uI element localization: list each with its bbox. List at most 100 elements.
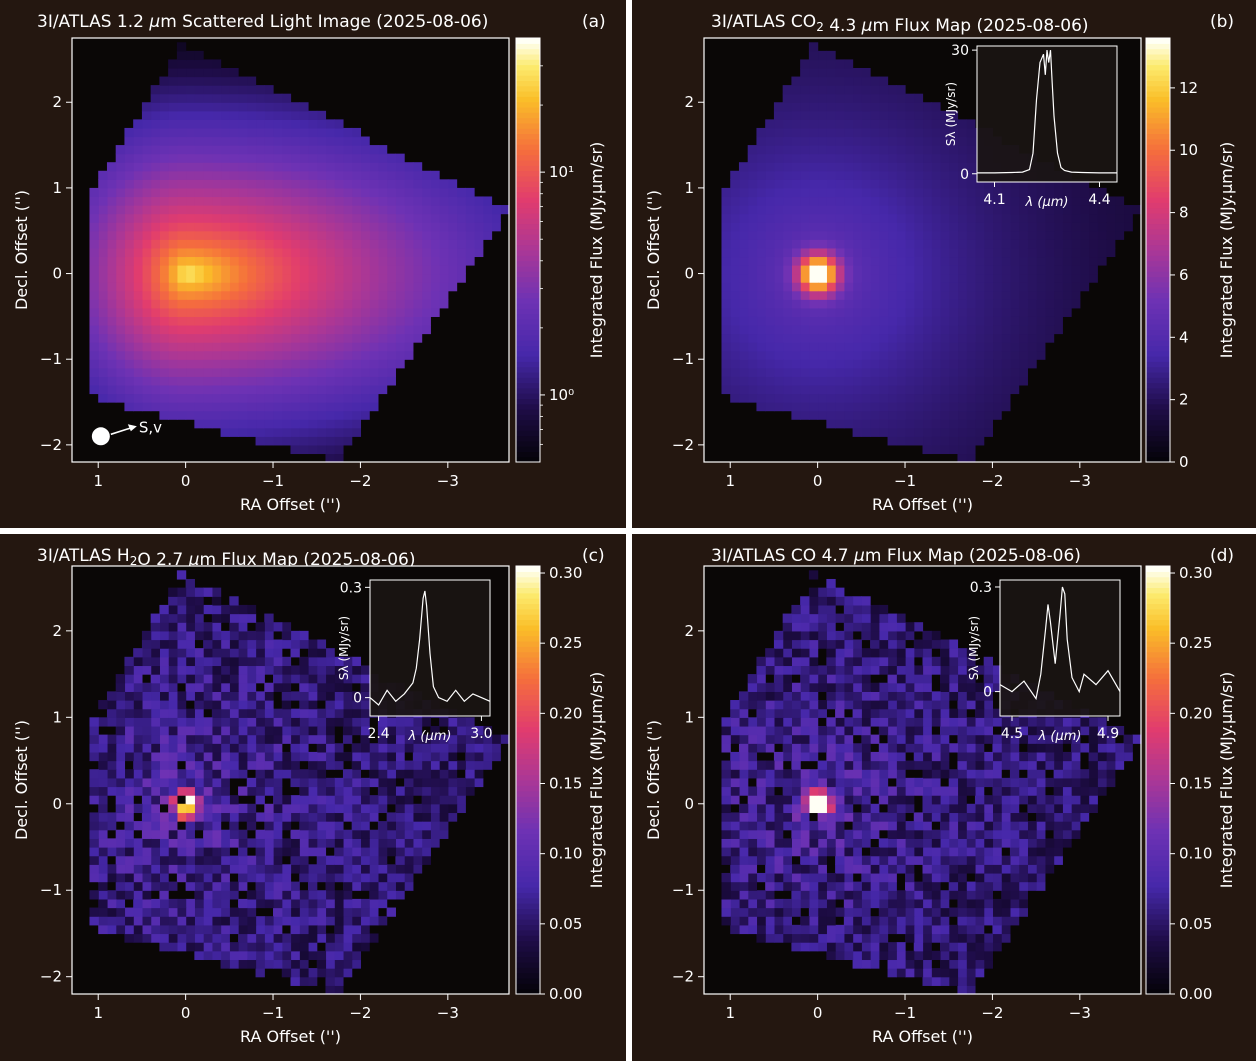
colorbar-segment (516, 721, 540, 728)
heatmap-cell (966, 419, 976, 429)
heatmap-cell (316, 110, 327, 120)
panel-label: (d) (1210, 546, 1234, 566)
heatmap-cell (334, 691, 344, 701)
heatmap-cell (773, 264, 784, 275)
heatmap-cell (316, 950, 327, 961)
heatmap-cell (255, 102, 265, 112)
heatmap-cell (817, 324, 827, 335)
heatmap-cell (176, 829, 187, 839)
heatmap-cell (203, 145, 213, 155)
heatmap-cell (273, 145, 283, 155)
heatmap-cell (325, 777, 335, 788)
heatmap-cell (386, 324, 396, 335)
heatmap-cell (404, 821, 414, 831)
heatmap-cell (299, 222, 309, 232)
heatmap-cell (1018, 751, 1028, 762)
heatmap-cell (395, 743, 405, 753)
heatmap-cell (922, 239, 932, 249)
heatmap-cell (922, 170, 932, 180)
heatmap-cell (255, 410, 265, 420)
heatmap-cell (878, 359, 889, 369)
heatmap-cell (185, 604, 195, 615)
colorbar-segment (516, 838, 540, 845)
heatmap-cell (843, 359, 854, 369)
heatmap-cell (369, 290, 379, 300)
heatmap-cell (115, 734, 126, 744)
heatmap-cell (264, 85, 274, 95)
heatmap-cell (299, 179, 309, 189)
heatmap-cell (255, 324, 265, 335)
heatmap-cell (948, 410, 959, 420)
colorbar-segment (516, 817, 540, 824)
heatmap-cell (106, 872, 117, 883)
heatmap-cell (931, 264, 941, 275)
heatmap-cell (185, 587, 195, 597)
heatmap-cell (106, 777, 117, 788)
heatmap-cell (878, 384, 889, 395)
heatmap-cell (115, 239, 126, 249)
heatmap-cell (325, 444, 335, 455)
heatmap-cell (124, 916, 134, 926)
heatmap-cell (89, 222, 99, 232)
heatmap-cell (133, 933, 143, 943)
x-tick-label: 0 (813, 472, 823, 490)
heatmap-cell (369, 847, 379, 857)
heatmap-cell (211, 864, 222, 874)
heatmap-cell (1114, 196, 1125, 206)
heatmap-cell (1027, 717, 1037, 727)
heatmap-cell (150, 119, 160, 129)
heatmap-cell (168, 264, 178, 275)
heatmap-cell (159, 812, 169, 822)
colorbar-segment (516, 913, 540, 920)
heatmap-cell (185, 864, 195, 874)
heatmap-cell (194, 725, 204, 736)
heatmap-cell (360, 665, 370, 675)
heatmap-cell (747, 230, 758, 240)
heatmap-cell (931, 290, 941, 300)
heatmap-cell (185, 273, 195, 283)
colorbar-segment (516, 780, 540, 786)
heatmap-cell (334, 187, 344, 198)
heatmap-cell (974, 333, 985, 343)
heatmap-cell (229, 307, 239, 317)
heatmap-cell (194, 350, 204, 360)
heatmap-cell (150, 127, 160, 138)
heatmap-cell (369, 239, 379, 249)
heatmap-cell (905, 247, 915, 258)
heatmap-cell (738, 170, 749, 180)
heatmap-cell (351, 393, 362, 403)
heatmap-cell (896, 299, 906, 309)
colorbar-segment (516, 435, 540, 442)
heatmap-cell (474, 760, 484, 770)
heatmap-cell (211, 102, 222, 112)
heatmap-cell (299, 933, 309, 943)
heatmap-cell (756, 299, 766, 309)
heatmap-cell (273, 427, 283, 437)
heatmap-cell (351, 665, 362, 675)
heatmap-cell (395, 821, 405, 831)
heatmap-cell (1106, 751, 1116, 762)
heatmap-cell (791, 76, 801, 86)
heatmap-cell (238, 205, 248, 215)
heatmap-cell (404, 333, 414, 343)
colorbar-frame (515, 565, 541, 995)
heatmap-cell (1071, 786, 1081, 796)
colorbar-segment (1146, 106, 1170, 113)
heatmap-cell (447, 743, 458, 753)
heatmap-cell (905, 316, 915, 326)
colorbar-segment (516, 430, 540, 437)
colorbar-segment (516, 828, 540, 835)
heatmap-cell (922, 196, 932, 206)
heatmap-cell (817, 402, 827, 412)
heatmap-cell (852, 393, 862, 403)
heatmap-cell (852, 282, 862, 292)
heatmap-cell (168, 273, 178, 283)
heatmap-cell (176, 410, 187, 420)
heatmap-cell (185, 102, 195, 112)
heatmap-cell (299, 187, 309, 198)
heatmap-cell (211, 299, 222, 309)
heatmap-cell (229, 93, 239, 103)
heatmap-cell (176, 656, 187, 667)
heatmap-cell (1009, 299, 1020, 309)
heatmap-cell (246, 316, 257, 326)
